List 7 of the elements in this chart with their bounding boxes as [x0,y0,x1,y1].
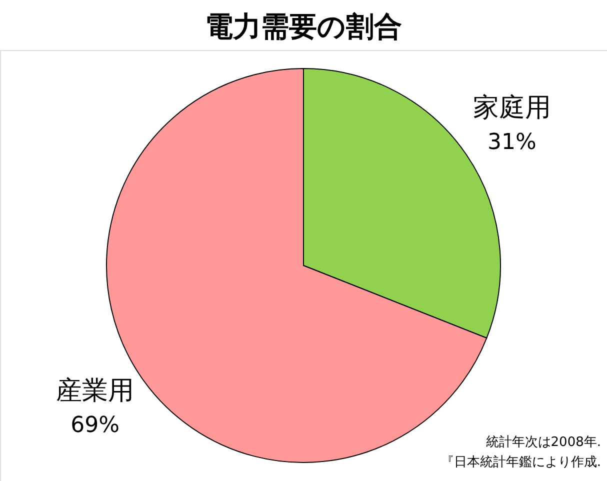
slice-label: 家庭用 [472,92,551,123]
chart-title: 電力需要の割合 [205,10,402,43]
data-label: 31% [487,130,536,155]
slice-label: 産業用 [56,376,134,406]
text: 『日本統計年鑑により作成. [440,455,601,470]
text: 統計年次は2008年. [486,435,601,450]
data-label: 69% [70,413,120,438]
